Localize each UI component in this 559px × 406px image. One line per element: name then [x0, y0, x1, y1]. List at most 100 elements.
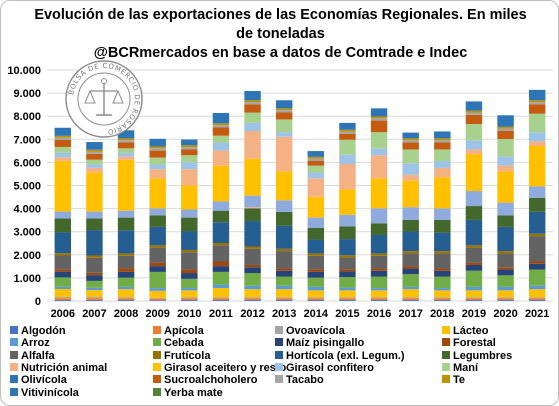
chart-subtitle: @BCRmercados en base a datos de Comtrade…	[93, 45, 468, 61]
bar-segment	[54, 127, 72, 136]
legend-label: Forestal	[453, 337, 496, 350]
bar-segment	[86, 257, 103, 273]
legend-swatch	[153, 350, 161, 359]
legend-label: Apícola	[164, 325, 204, 337]
bar-segment	[54, 277, 72, 287]
legend-label: Olivícola	[21, 374, 67, 387]
x-tick-label: 2013	[272, 308, 296, 320]
bar-segment	[339, 287, 356, 291]
bar-segment	[149, 271, 166, 289]
bar-segment	[149, 178, 166, 209]
bar-segment	[339, 133, 356, 140]
bar-segment	[528, 145, 546, 187]
bar-segment	[370, 120, 388, 133]
bar-segment	[339, 164, 356, 190]
bar-segment	[54, 137, 72, 140]
bar-segment	[212, 271, 230, 285]
bar-segment	[212, 125, 230, 128]
bar-segment	[402, 251, 419, 254]
bar-segment	[370, 288, 388, 291]
bar-segment	[181, 273, 198, 279]
bar-segment	[307, 277, 325, 287]
legend-item: Ovoavícola	[275, 325, 345, 337]
bar-segment	[149, 169, 166, 179]
legend-label: Te	[453, 374, 466, 387]
bar-segment	[86, 151, 103, 154]
bar-segment	[244, 104, 261, 113]
bar-segment	[528, 263, 546, 270]
bar-segment	[307, 300, 325, 301]
bar-segment	[339, 271, 356, 278]
bar-segment	[117, 156, 135, 160]
bar-segment	[497, 267, 514, 270]
bar-segment	[370, 290, 388, 298]
y-tick-label: 3.000	[13, 227, 41, 239]
bar-segment	[212, 210, 230, 223]
bar-segment	[244, 289, 261, 298]
bar-segment	[244, 246, 261, 249]
bar-segment	[54, 269, 72, 272]
bar-segment	[497, 126, 514, 129]
bar-segment	[117, 289, 135, 298]
legend-item: Girasol aceitero y resto	[153, 362, 286, 374]
y-tick-label: 4.000	[13, 204, 41, 216]
bar-segment	[402, 231, 419, 252]
bar-segment	[497, 165, 514, 172]
bar-segment	[434, 149, 451, 162]
legend-swatch	[10, 362, 18, 371]
bar-segment	[370, 300, 388, 301]
bar-segment	[181, 290, 198, 298]
bar-segment	[181, 217, 198, 232]
bar-segment	[275, 108, 293, 111]
bar-segment	[402, 286, 419, 290]
bar-segment	[244, 207, 261, 209]
bar-segment	[244, 297, 261, 299]
legend-label: Legumbres	[453, 349, 513, 362]
bar-segment	[528, 300, 546, 301]
bar-segment	[181, 269, 198, 274]
bar-segment	[86, 300, 103, 301]
legend-label: Cebada	[164, 337, 204, 350]
bar-segment	[181, 298, 198, 301]
bar-segment	[86, 275, 103, 281]
x-tick-label: 2008	[114, 308, 138, 320]
bar-segment	[86, 149, 103, 152]
bar-segment	[307, 269, 325, 272]
legend-item: Maní	[442, 362, 478, 374]
bar-segment	[149, 247, 166, 263]
bar-segment	[497, 130, 514, 140]
x-tick-label: 2011	[209, 308, 233, 320]
legend-swatch	[153, 375, 161, 384]
legend-item: Alfalfa	[10, 350, 55, 362]
bar-segment	[465, 124, 483, 141]
bar-segment	[117, 210, 135, 218]
bars	[54, 89, 546, 301]
bar-segment	[370, 148, 388, 156]
bar-segment	[117, 255, 135, 269]
bar-segment	[497, 226, 514, 252]
bar-segment	[370, 297, 388, 299]
bar-segment	[244, 273, 261, 286]
bar-segment	[465, 101, 483, 111]
legend-swatch	[275, 326, 283, 334]
legend-item: Nutrición animal	[10, 362, 107, 374]
bar-segment	[370, 132, 388, 149]
legend-label: Arroz	[21, 337, 50, 350]
bar-segment	[244, 267, 261, 274]
bar-segment	[465, 298, 483, 301]
bar-segment	[528, 233, 546, 237]
bar-segment	[149, 164, 166, 170]
legend-item: Cebada	[153, 337, 204, 349]
legend-item: Girasol confitero	[275, 362, 374, 374]
bar-segment	[54, 300, 72, 301]
bar-segment	[339, 226, 356, 240]
bar-segment	[528, 100, 546, 103]
bar-segment	[149, 148, 166, 151]
bar-segment	[402, 298, 419, 301]
bar-segment	[212, 297, 230, 299]
bar-segment	[370, 118, 388, 121]
bar-segment	[244, 248, 261, 265]
bar-segment	[497, 171, 514, 203]
legend-swatch	[10, 338, 18, 347]
y-tick-label: 9.000	[13, 88, 41, 100]
